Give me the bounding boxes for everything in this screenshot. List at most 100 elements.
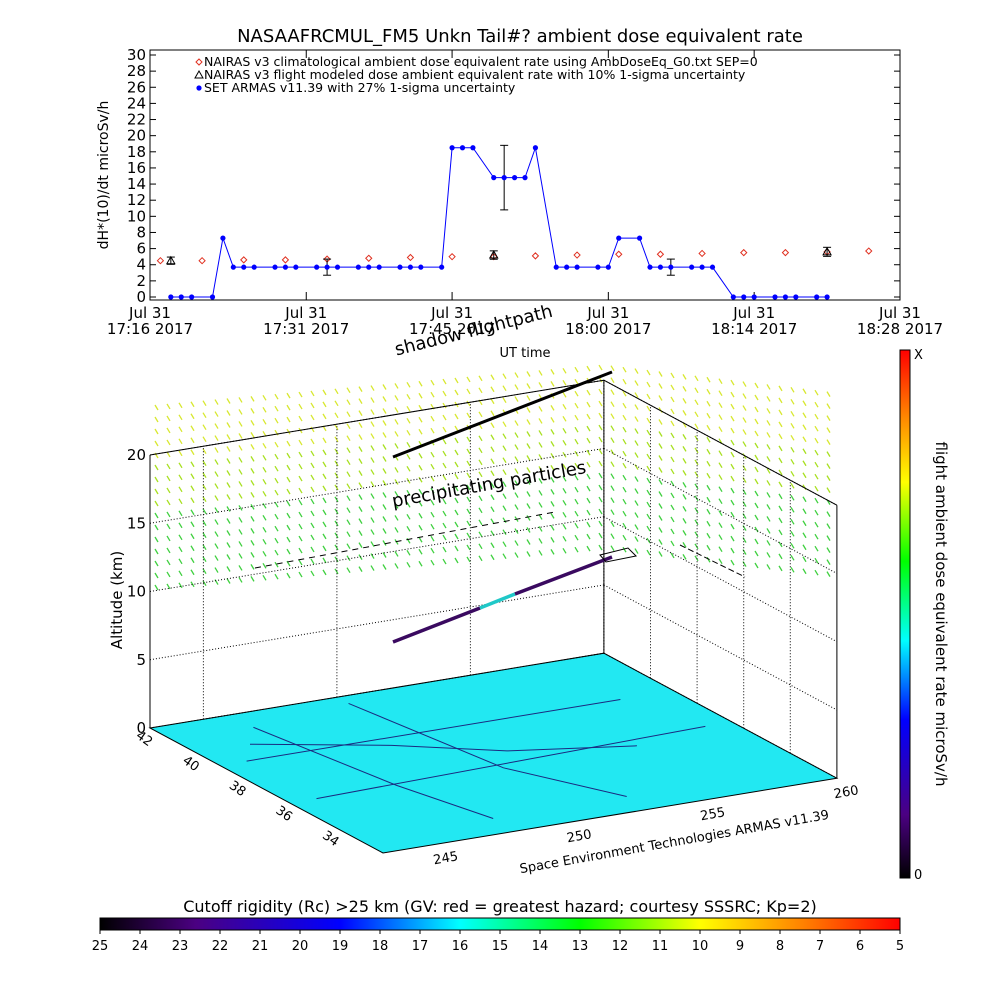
particle — [634, 452, 639, 458]
particle — [382, 432, 387, 438]
particle — [790, 494, 795, 501]
particle — [298, 571, 303, 578]
map-boundary — [316, 725, 706, 800]
particle — [730, 391, 735, 398]
particle — [682, 470, 687, 476]
particle — [754, 430, 759, 437]
particle — [634, 464, 639, 470]
y-tick-label: 16 — [127, 159, 146, 177]
particle — [154, 416, 159, 423]
particle — [694, 459, 699, 466]
particle — [250, 444, 255, 450]
particle — [502, 529, 507, 536]
particle — [694, 399, 699, 406]
y-tick-label: 4 — [136, 256, 146, 274]
particle — [214, 567, 219, 573]
particle — [166, 487, 171, 494]
particle — [214, 483, 219, 489]
particle — [310, 402, 315, 409]
particle — [778, 553, 783, 560]
particle — [250, 504, 255, 510]
flightpath — [479, 592, 516, 610]
particle — [706, 508, 711, 515]
particle — [634, 476, 639, 482]
data-point — [314, 264, 320, 270]
particle — [154, 524, 159, 531]
particle — [382, 408, 387, 414]
particle — [478, 543, 483, 550]
particle — [322, 533, 327, 540]
particle — [286, 416, 291, 423]
particle — [778, 457, 783, 464]
particle — [766, 540, 771, 546]
particle — [754, 442, 759, 449]
particle — [766, 456, 771, 462]
data-point — [230, 264, 236, 270]
data-point — [793, 294, 799, 300]
particle — [490, 422, 495, 429]
particle — [538, 490, 543, 496]
particle — [598, 424, 603, 431]
colorbar-top-label: X — [914, 348, 923, 363]
particle — [454, 473, 459, 480]
particle — [274, 525, 279, 532]
particle — [622, 486, 627, 493]
particle — [394, 551, 399, 557]
particle — [238, 541, 243, 547]
particle — [646, 405, 651, 412]
particle — [502, 481, 507, 488]
particle — [334, 436, 339, 443]
particle — [406, 429, 411, 436]
particle — [454, 545, 459, 552]
x-tick-label-line: 17:16 2017 — [107, 320, 193, 338]
particle — [466, 532, 471, 539]
particle — [406, 393, 411, 400]
particle — [334, 496, 339, 503]
particle — [394, 395, 399, 401]
particle — [814, 437, 819, 444]
rigidity-title: Cutoff rigidity (Rc) >25 km (GV: red = g… — [183, 897, 817, 916]
particle — [238, 553, 243, 559]
particle — [418, 452, 423, 459]
particle — [322, 437, 327, 444]
particle — [154, 560, 159, 567]
rigidity-tick-label: 6 — [856, 939, 864, 954]
rigidity-tick-label: 5 — [896, 939, 904, 954]
particle — [178, 426, 183, 433]
particle — [610, 497, 615, 504]
particle — [754, 418, 759, 425]
particle — [598, 448, 603, 455]
particle — [562, 391, 567, 398]
particle — [502, 433, 507, 440]
particle — [202, 580, 207, 587]
grid-line — [603, 448, 838, 574]
particle — [550, 465, 555, 471]
chart-title: NASAAFRCMUL_FM5 Unkn Tail#? ambient dose… — [237, 26, 803, 47]
particle — [574, 522, 579, 529]
particle — [514, 384, 519, 390]
y-axis-label: dH*(10)/dt microSv/h — [96, 101, 112, 250]
shadow-flightpath — [392, 370, 613, 459]
particle — [586, 509, 591, 516]
particle — [226, 410, 231, 416]
particle — [610, 509, 615, 516]
particle — [790, 386, 795, 393]
data-point — [168, 294, 174, 300]
particle — [298, 415, 303, 422]
particle — [226, 542, 231, 548]
x-tick-label: Jul 31 17:16 2017 — [107, 304, 193, 338]
particle — [730, 463, 735, 470]
particle — [466, 376, 471, 383]
particle — [598, 532, 603, 539]
particle — [226, 434, 231, 440]
particle — [250, 552, 255, 558]
particle — [346, 555, 351, 562]
particle — [442, 438, 447, 445]
particle — [526, 395, 531, 401]
y-tick-label: 8 — [136, 223, 146, 241]
particle — [634, 548, 639, 554]
particle — [814, 401, 819, 408]
rigidity-tick-label: 9 — [736, 939, 744, 954]
